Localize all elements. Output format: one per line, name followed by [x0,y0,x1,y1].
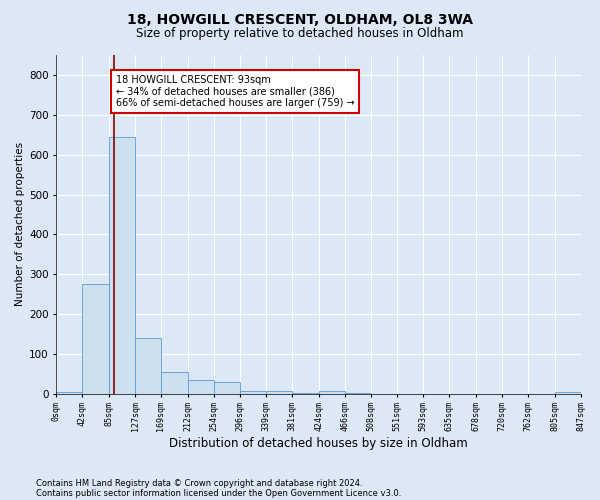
Bar [56,392,82,394]
Bar [135,338,161,394]
X-axis label: Distribution of detached houses by size in Oldham: Distribution of detached houses by size … [169,437,468,450]
Bar [345,393,371,394]
Bar [214,382,239,394]
Bar [161,372,188,394]
Bar [319,390,345,394]
Bar [292,393,319,394]
Bar [239,390,266,394]
Bar [82,284,109,394]
Text: 18, HOWGILL CRESCENT, OLDHAM, OL8 3WA: 18, HOWGILL CRESCENT, OLDHAM, OL8 3WA [127,12,473,26]
Bar [266,390,292,394]
Text: 18 HOWGILL CRESCENT: 93sqm
← 34% of detached houses are smaller (386)
66% of sem: 18 HOWGILL CRESCENT: 93sqm ← 34% of deta… [116,75,355,108]
Bar [188,380,214,394]
Bar [109,136,135,394]
Text: Contains HM Land Registry data © Crown copyright and database right 2024.: Contains HM Land Registry data © Crown c… [36,478,362,488]
Text: Size of property relative to detached houses in Oldham: Size of property relative to detached ho… [136,28,464,40]
Text: Contains public sector information licensed under the Open Government Licence v3: Contains public sector information licen… [36,488,401,498]
Y-axis label: Number of detached properties: Number of detached properties [15,142,25,306]
Bar [554,392,581,394]
